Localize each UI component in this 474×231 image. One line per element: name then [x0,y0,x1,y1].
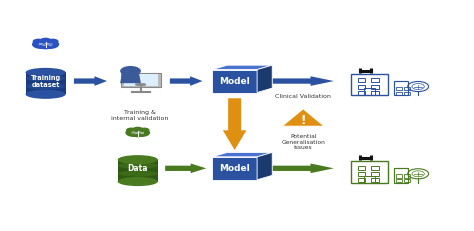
Circle shape [131,131,144,137]
Polygon shape [26,73,66,94]
Polygon shape [118,160,158,182]
Polygon shape [124,74,158,86]
Polygon shape [120,73,141,83]
Ellipse shape [26,68,66,77]
Text: Potential
Generalisation
issues: Potential Generalisation issues [281,134,325,150]
Ellipse shape [118,155,158,164]
Circle shape [120,66,141,76]
Polygon shape [212,70,257,93]
Circle shape [139,128,150,133]
Polygon shape [170,76,202,86]
FancyBboxPatch shape [121,73,161,87]
Circle shape [38,43,53,49]
Polygon shape [212,157,257,180]
Circle shape [40,38,52,43]
Polygon shape [282,109,324,126]
Polygon shape [257,65,272,93]
Ellipse shape [118,163,158,169]
Text: !: ! [301,114,306,127]
Polygon shape [273,164,334,173]
Text: Model: Model [219,164,250,173]
Polygon shape [223,98,246,150]
Polygon shape [273,76,334,86]
Circle shape [125,128,143,137]
Circle shape [32,40,52,49]
Circle shape [126,128,137,133]
Ellipse shape [26,83,66,89]
Polygon shape [165,164,206,173]
Text: Clinical Validation: Clinical Validation [275,94,331,99]
Text: Training
dataset: Training dataset [30,75,61,88]
Circle shape [40,40,59,49]
Circle shape [135,83,141,86]
Circle shape [132,127,143,132]
Text: Model: Model [219,76,250,85]
Circle shape [33,39,44,44]
Ellipse shape [26,90,66,99]
Text: Data: Data [128,164,148,173]
Ellipse shape [118,171,158,176]
Circle shape [47,39,59,44]
Polygon shape [257,152,272,180]
Polygon shape [212,65,272,70]
Circle shape [138,83,144,86]
Text: Training &
internal validation: Training & internal validation [111,110,169,121]
Polygon shape [74,76,107,86]
Circle shape [132,128,150,137]
Polygon shape [212,152,272,157]
Ellipse shape [118,177,158,186]
Circle shape [140,83,146,86]
Ellipse shape [26,76,66,81]
